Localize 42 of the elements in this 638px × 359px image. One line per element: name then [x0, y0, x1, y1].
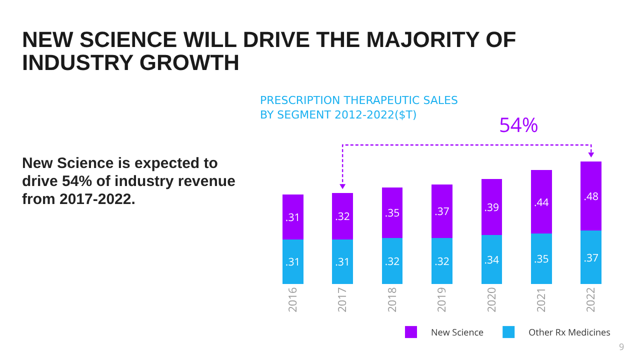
data-label: .37 — [434, 205, 450, 220]
bar — [332, 239, 354, 284]
bar — [580, 161, 602, 231]
data-label: .31 — [285, 256, 300, 270]
x-tick-label: 2021 — [534, 287, 550, 312]
text: New Science is expected to drive 54% of industry revenue from 2017-2022. — [22, 155, 236, 209]
bar — [481, 178, 502, 235]
data-label: .35 — [534, 252, 549, 267]
x-tick-label: 2020 — [484, 287, 500, 312]
bar — [432, 184, 452, 238]
x-tick-label: 2018 — [384, 287, 400, 312]
bar — [530, 234, 552, 284]
data-label: .48 — [584, 190, 598, 204]
bar — [481, 234, 502, 284]
x-tick-label: 2017 — [335, 287, 350, 312]
data-label: .34 — [484, 253, 500, 268]
data-label: .31 — [335, 256, 350, 270]
bar — [282, 239, 304, 284]
bar — [530, 170, 552, 234]
bar — [580, 230, 602, 284]
bar — [332, 193, 354, 240]
data-label: .44 — [534, 196, 549, 210]
data-label: .37 — [584, 251, 598, 266]
x-tick-label: 2022 — [584, 287, 599, 312]
bar — [382, 187, 403, 238]
chart-title: NEW SCIENCE WILL DRIVE THE MAJORITY OF INDUSTRY GROWTH — [22, 27, 518, 76]
data-label: .32 — [434, 254, 450, 269]
bar — [282, 194, 304, 240]
chart-subtitle: PRESCRIPTION THERAPEUTIC SALES BY SEGMENT 2012-2022($T) — [260, 94, 458, 122]
x-tick-label: 2019 — [434, 287, 450, 312]
x-tick-label: 2016 — [285, 287, 300, 312]
text: 9 — [619, 340, 624, 353]
data-label: .35 — [384, 206, 400, 221]
bar — [382, 238, 403, 284]
legend-label: Other Rx Medicines — [528, 326, 610, 339]
data-label: .32 — [335, 210, 350, 224]
bar — [432, 238, 452, 284]
text: 54% — [499, 111, 538, 138]
legend-label: New Science — [431, 326, 484, 339]
data-label: .39 — [484, 200, 500, 215]
data-label: .32 — [384, 254, 400, 269]
data-label: .31 — [285, 210, 300, 225]
